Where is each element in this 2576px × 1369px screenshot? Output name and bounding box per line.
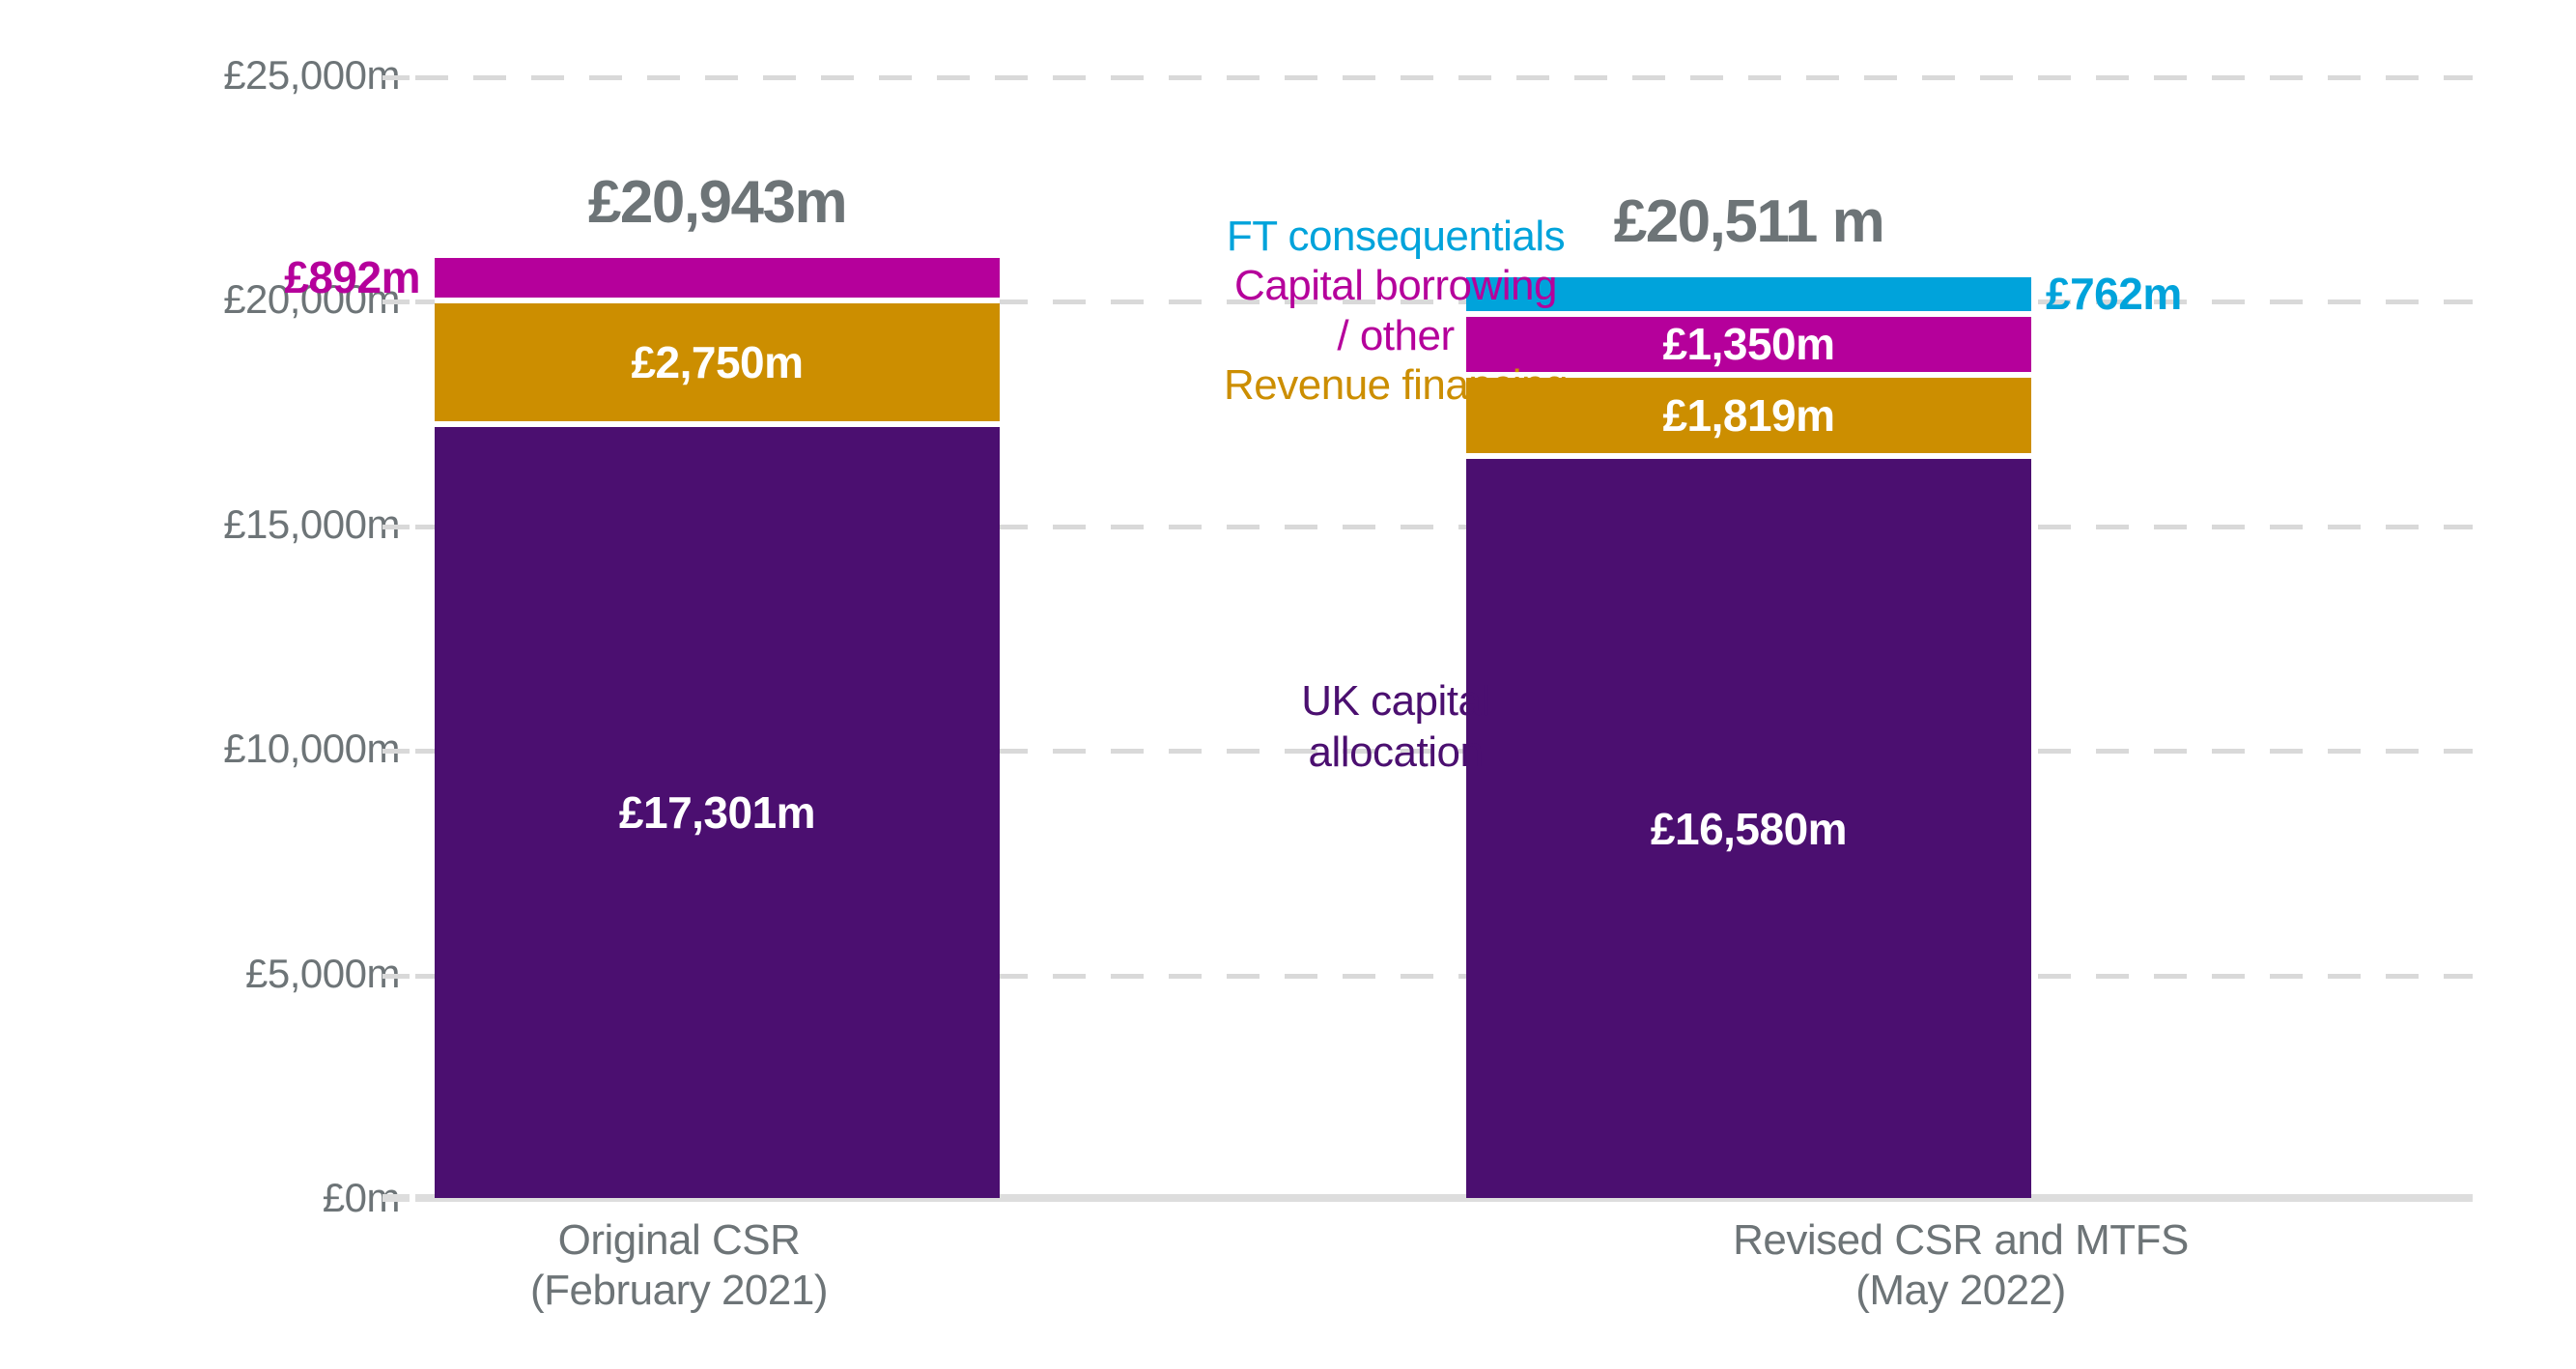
bar-segment-value-revenue-financing-2: £1,819m [1662,389,1835,441]
chart-legend: FT consequentials Capital borrowing / ot… [1145,213,1647,411]
category-line1-original-csr: Original CSR [557,1216,801,1264]
bar-segment-revenue-financing-2[interactable]: £1,819m [1466,371,2031,454]
legend-uk-capital-line2: allocation [1308,727,1484,776]
bar-original-csr[interactable]: £20,943m £892m £2,750m £17,301m [284,169,1000,1198]
bar-segment-value-revenue-financing-1: £2,750m [631,337,804,387]
gridline-10000 [382,749,2473,755]
bar-segment-uk-capital-2[interactable]: £16,580m [1466,453,2031,1198]
y-axis-label-25000: £25,000m [223,52,400,98]
y-axis-label-20000: £20,000m [223,276,400,322]
tick-stub-15000 [382,524,410,529]
bar-segment-value-uk-capital-1: £17,301m [618,786,816,838]
bar-segment-capital-borrowing-2[interactable]: £1,350m [1466,311,2031,372]
gridline-5000 [382,973,2473,979]
legend-item-capital-borrowing-cont[interactable]: / other [1337,311,1455,359]
y-axis-label-5000: £5,000m [245,951,400,996]
bar-segment-value-capital-borrowing-2: £1,350m [1662,319,1835,370]
tick-stub-10000 [382,749,410,755]
category-line2-original-csr: (February 2021) [530,1266,828,1314]
category-line2-revised-csr-mtfs: (May 2022) [1855,1266,2066,1314]
x-axis-category-revised-csr-mtfs: Revised CSR and MTFS (May 2022) [1623,1215,2299,1316]
gridline-25000 [382,75,2473,80]
bar-revised-csr-mtfs[interactable]: £20,511 m £762m £1,350m £1,819m £16,580m [1466,188,2182,1198]
bar-total-label-revised-csr-mtfs: £20,511 m [1613,187,1885,255]
tick-stub-25000 [382,75,410,80]
tick-stub-20000 [382,299,410,305]
legend-item-revenue-financing[interactable]: Revenue financing [1224,360,1568,409]
bar-segment-capital-borrowing-1[interactable]: £892m [284,252,1000,302]
category-line1-revised-csr-mtfs: Revised CSR and MTFS [1733,1216,2189,1264]
legend-item-uk-capital-allocation[interactable]: UK capital allocation [1145,676,1647,779]
bar-segment-ft-consequentials-2[interactable]: £762m [1466,269,2182,319]
gridline-zero-axis [382,1194,2473,1202]
tick-stub-5000 [382,973,410,979]
y-axis-label-10000: £10,000m [223,726,400,771]
legend-uk-capital-line1: UK capital [1301,677,1490,725]
tick-stub-0 [382,1194,410,1202]
bar-segment-value-capital-borrowing-1: £892m [284,252,420,303]
gridline-20000 [382,299,2473,305]
y-axis-label-15000: £15,000m [223,501,400,547]
bar-total-label-original-csr: £20,943m [587,168,848,236]
bar-segment-value-ft-consequentials-2: £762m [2046,269,2182,320]
bar-segment-value-uk-capital-2: £16,580m [1650,803,1848,854]
legend-item-ft-consequentials[interactable]: FT consequentials [1226,213,1566,260]
x-axis-category-original-csr: Original CSR (February 2021) [341,1215,1017,1316]
bar-segment-revenue-financing-1[interactable]: £2,750m [435,298,1000,421]
legend-item-capital-borrowing[interactable]: Capital borrowing [1234,262,1557,310]
gridline-15000 [382,524,2473,529]
plot-area: £20,943m £892m £2,750m £17,301m £20,511 … [284,75,2473,1202]
bar-segment-uk-capital-1[interactable]: £17,301m [435,420,1000,1198]
